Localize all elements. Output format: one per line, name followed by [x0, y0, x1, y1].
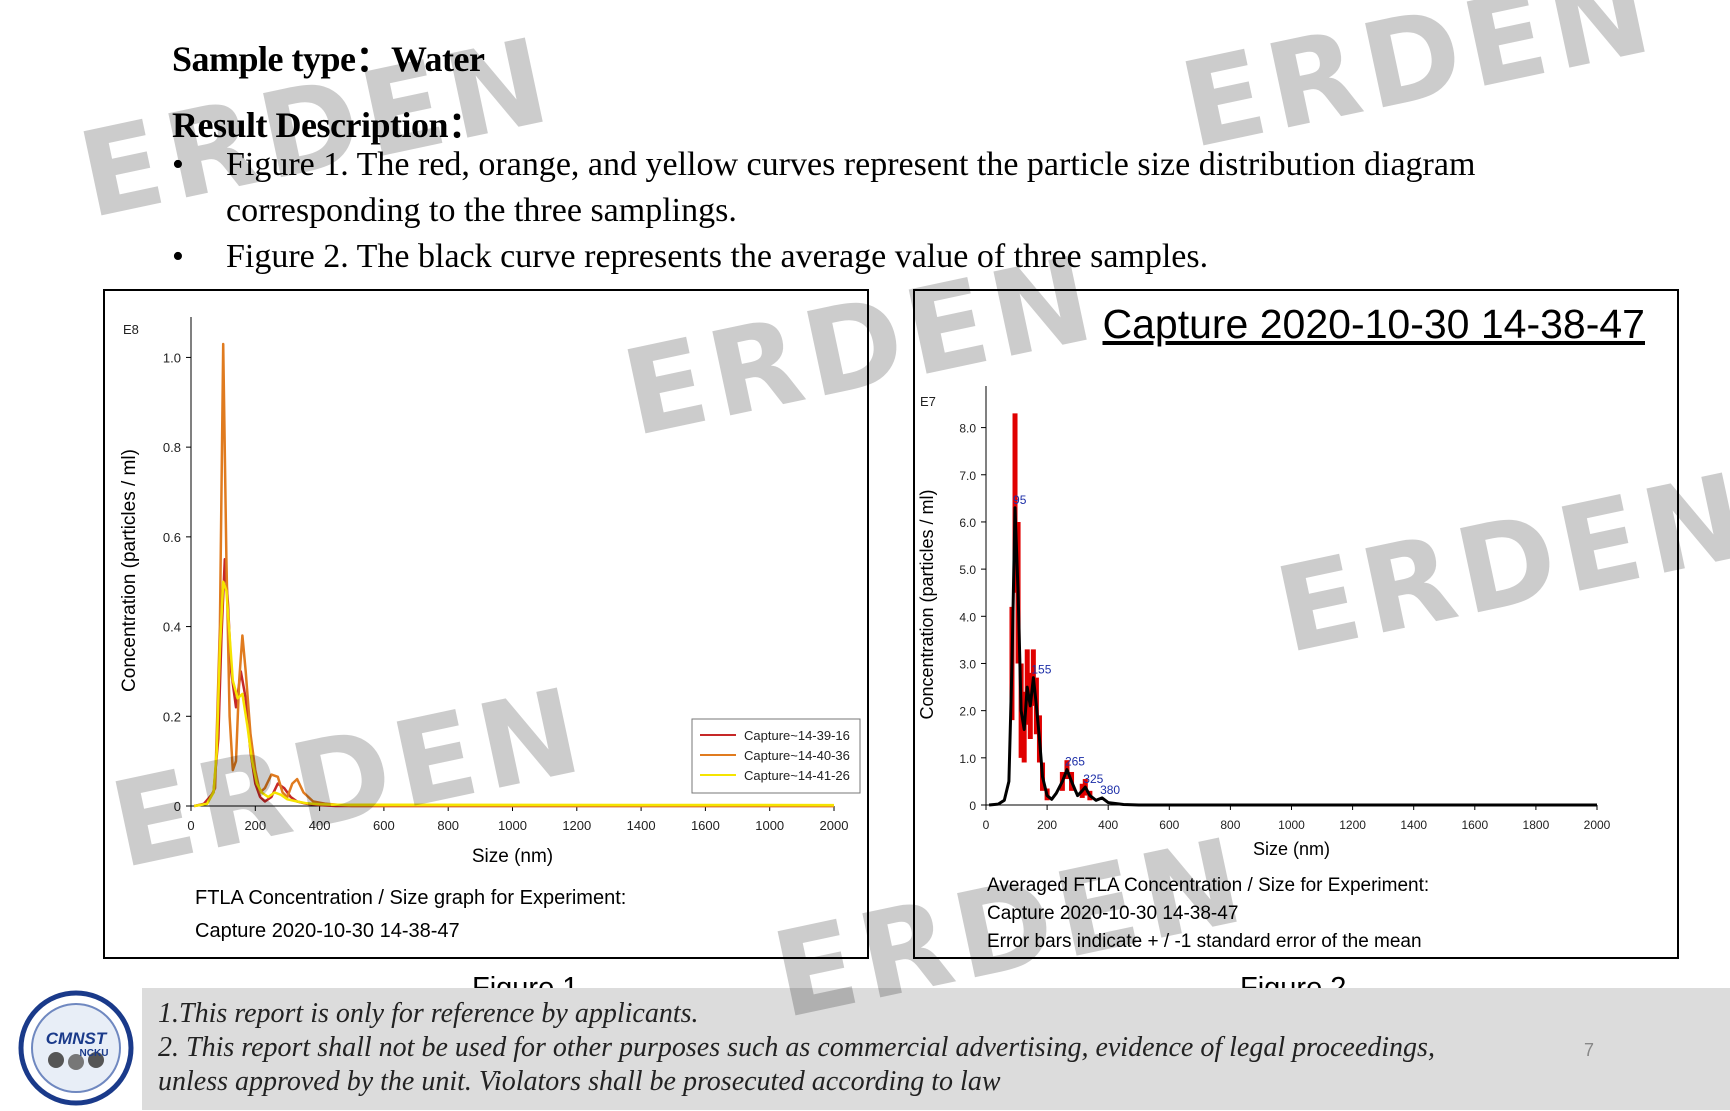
y-tick-label: 8.0 [959, 422, 976, 436]
figure2-title: Capture 2020-10-30 14-38-47 [1102, 301, 1646, 347]
peak-label: 325 [1083, 772, 1103, 786]
figure2-caption-line2: Capture 2020-10-30 14-38-47 [987, 903, 1239, 924]
figure1-caption-line2: Capture 2020-10-30 14-38-47 [195, 920, 460, 942]
logo-text-top: CMNST [46, 1029, 108, 1048]
legend-entry: Capture~14-39-16 [744, 728, 850, 743]
logo-text-bottom: NCKU [80, 1048, 109, 1059]
y-tick-label: 1.0 [959, 752, 976, 766]
figure2-panel: Capture 2020-10-30 14-38-47 0 200 400 600 80… [913, 289, 1679, 959]
y-tick-label: 2.0 [959, 705, 976, 719]
x-tick-label: 400 [309, 818, 331, 833]
figure1-caption-line1: FTLA Concentration / Size graph for Expe… [195, 887, 627, 909]
x-tick-label: 800 [437, 818, 459, 833]
y-tick-label: 7.0 [959, 469, 976, 483]
x-tick-label: 200 [244, 818, 266, 833]
x-tick-label: 1200 [562, 818, 591, 833]
x-tick-label: 1000 [1278, 818, 1305, 832]
footer-line3: unless approved by the unit. Violators s… [158, 1066, 1001, 1097]
legend-entry: Capture~14-41-26 [744, 768, 850, 783]
cmnst-logo: CMNST NCKU [18, 990, 134, 1106]
x-tick-label: 1400 [627, 818, 656, 833]
y-tick-label: 3.0 [959, 657, 976, 671]
x-tick-label: 1200 [1339, 818, 1366, 832]
y-tick-label: 0 [174, 799, 181, 814]
y-tick-label: 0 [969, 799, 976, 813]
peak-label: 155 [1031, 663, 1051, 677]
figure2-caption-line1: Averaged FTLA Concentration / Size for E… [987, 875, 1430, 896]
series-line [988, 506, 1597, 807]
y-axis-label: Concentration (particles / ml) [917, 489, 937, 719]
figure2-caption-line3: Error bars indicate + / -1 standard erro… [987, 931, 1422, 952]
series-line [193, 342, 834, 808]
peak-label: 95 [1013, 493, 1027, 507]
y-tick-label: 0.4 [163, 620, 181, 635]
y-tick-label: 0.2 [163, 709, 181, 724]
y-multiplier-label: E7 [920, 394, 936, 409]
x-tick-label: 1600 [1461, 818, 1488, 832]
y-axis-label: Concentration (particles / ml) [119, 449, 140, 692]
x-tick-label: 1600 [691, 818, 720, 833]
series-line [193, 580, 835, 808]
y-tick-label: 1.0 [163, 350, 181, 365]
peak-label: 380 [1100, 783, 1120, 797]
cmnst-logo-icon: CMNST NCKU [18, 990, 134, 1106]
y-tick-label: 4.0 [959, 610, 976, 624]
x-tick-label: 0 [983, 818, 990, 832]
x-tick-label: 0 [187, 818, 194, 833]
footer-line2: 2. This report shall not be used for oth… [158, 1032, 1435, 1063]
x-tick-label: 1000 [755, 818, 784, 833]
y-tick-label: 0.6 [163, 530, 181, 545]
bullet-line: corresponding to the three samplings. [226, 192, 737, 229]
x-axis-label: Size (nm) [472, 846, 553, 867]
x-tick-label: 2000 [1584, 818, 1611, 832]
x-tick-label: 400 [1098, 818, 1118, 832]
bullet-dot: • [172, 238, 184, 275]
footer-line1: 1.This report is only for reference by a… [158, 998, 699, 1029]
bullet-dot: • [172, 146, 184, 183]
x-axis-label: Size (nm) [1253, 839, 1330, 859]
footer-band [142, 988, 1730, 1110]
y-tick-label: 5.0 [959, 563, 976, 577]
bullet-line: Figure 2. The black curve represents the… [226, 238, 1209, 275]
figure2-chart: 0 200 400 600 800 1000 1200 1400 1600 1800 2000 0 1.… [917, 386, 1611, 859]
y-multiplier-label: E8 [123, 322, 139, 337]
peak-label: 265 [1065, 755, 1085, 769]
x-tick-label: 2000 [820, 818, 849, 833]
y-tick-label: 0.8 [163, 440, 181, 455]
x-tick-label: 600 [373, 818, 395, 833]
bullet-item: • Figure 2. The black curve represents t… [172, 234, 1692, 280]
x-tick-label: 600 [1159, 818, 1179, 832]
figure1-panel: 0 200 400 600 800 1000 1200 1400 1600 1000 2000 0 0.… [103, 289, 869, 959]
legend-entry: Capture~14-40-36 [744, 748, 850, 763]
result-description-heading: Result Description： [172, 105, 484, 145]
bullet-item: • Figure 1. The red, orange, and yellow … [172, 142, 1692, 234]
x-tick-label: 1000 [498, 818, 527, 833]
bullet-line: Figure 1. The red, orange, and yellow cu… [226, 146, 1476, 183]
x-tick-label: 800 [1220, 818, 1240, 832]
page-number: 7 [1584, 1040, 1595, 1060]
y-tick-label: 6.0 [959, 516, 976, 530]
figure1-chart: 0 200 400 600 800 1000 1200 1400 1600 1000 2000 0 0.… [119, 317, 861, 867]
x-tick-label: 1800 [1523, 818, 1550, 832]
x-tick-label: 200 [1037, 818, 1057, 832]
x-tick-label: 1400 [1400, 818, 1427, 832]
sample-type-heading: Sample type：Water [172, 39, 485, 79]
